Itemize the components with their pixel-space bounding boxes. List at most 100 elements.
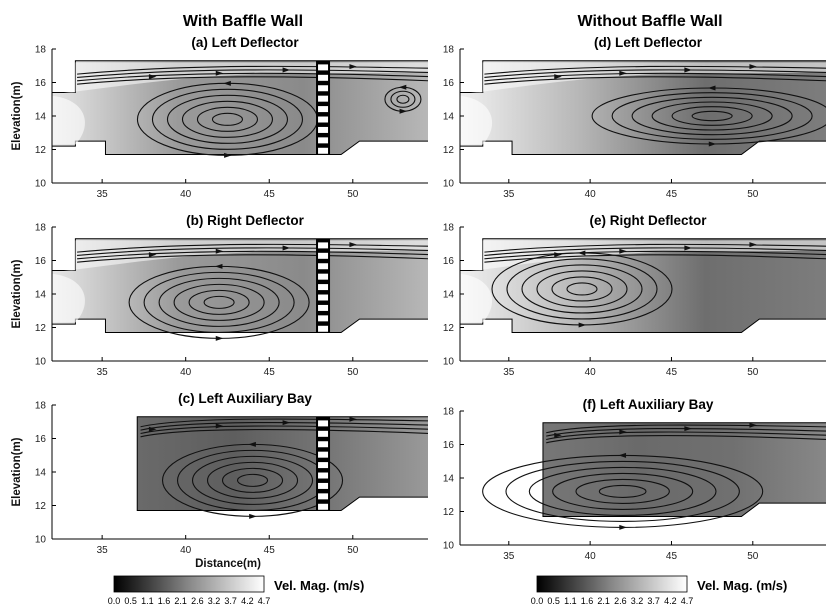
streamline bbox=[77, 247, 428, 257]
eddy-streamline bbox=[521, 264, 643, 314]
baffle-block bbox=[318, 482, 329, 489]
streamline bbox=[140, 421, 428, 431]
eddy-streamline bbox=[651, 101, 773, 131]
streamline bbox=[546, 431, 826, 441]
x-tick-label: 40 bbox=[180, 189, 192, 200]
inlet-band bbox=[460, 273, 493, 323]
streamline-arrows bbox=[148, 242, 357, 341]
streamline-arrow bbox=[708, 141, 717, 147]
colorbar-right: Vel. Mag. (m/s) 0.0 0.5 1.1 1.6 2.1 2.6 3.2 3.7… bbox=[531, 575, 787, 606]
streamline-arrow bbox=[684, 67, 692, 73]
streamline-arrow bbox=[214, 263, 223, 269]
eddy-streamline bbox=[396, 94, 410, 104]
streamline-arrow bbox=[282, 420, 291, 426]
baffle-block bbox=[318, 273, 329, 280]
x-tick-label: 35 bbox=[97, 367, 109, 378]
colorbar-title: Vel. Mag. (m/s) bbox=[697, 578, 787, 593]
x-tick-label: 50 bbox=[347, 545, 359, 556]
eddy-streamline bbox=[566, 282, 598, 296]
x-tick-label: 40 bbox=[180, 545, 192, 556]
colorbar-tick-label: 4.2 bbox=[664, 596, 677, 606]
x-tick-label: 45 bbox=[264, 545, 276, 556]
x-tick-label: 35 bbox=[503, 367, 515, 378]
streamline-arrow bbox=[554, 74, 562, 80]
x-tick-label: 40 bbox=[585, 551, 597, 562]
streamline bbox=[77, 254, 428, 263]
eddy-streamline bbox=[506, 258, 658, 320]
x-tick-label: 35 bbox=[503, 551, 515, 562]
baffle-block bbox=[318, 493, 329, 500]
streamline-arrow bbox=[684, 245, 692, 251]
eddy-streamline bbox=[236, 473, 269, 487]
baffle-block bbox=[318, 304, 329, 311]
colorbar-tick-label: 1.1 bbox=[141, 596, 154, 606]
inlet-band bbox=[52, 95, 85, 145]
streamline bbox=[140, 418, 428, 428]
x-tick-label: 45 bbox=[666, 189, 678, 200]
streamline-arrow bbox=[749, 242, 757, 248]
y-tick-label: 18 bbox=[443, 223, 455, 234]
baffle-block bbox=[318, 420, 329, 427]
colorbar-tick-label: 4.7 bbox=[681, 596, 694, 606]
baffle-block bbox=[318, 85, 329, 92]
baffle-block bbox=[318, 472, 329, 479]
y-tick-label: 12 bbox=[35, 323, 47, 334]
eddy-streamline bbox=[206, 461, 299, 499]
streamline-arrow bbox=[707, 85, 716, 91]
eddy-streamline bbox=[575, 478, 670, 504]
streamline-arrow bbox=[148, 74, 157, 80]
colorbar-tick-label: 1.6 bbox=[158, 596, 171, 606]
streamline-arrow bbox=[684, 426, 692, 432]
axes: 10 12 14 16 18 35 40 45 50 bbox=[443, 223, 826, 378]
flow-domain bbox=[136, 416, 428, 512]
colorbar-tick-label: 1.6 bbox=[581, 596, 594, 606]
streamline-arrow bbox=[749, 422, 757, 428]
chart-panel-1: (b) Right Deflector 10 12 14 16 18 35 40 45 50 Ele… bbox=[11, 213, 428, 378]
streamline-arrow bbox=[577, 250, 586, 256]
x-axis-label: Distance(m) bbox=[195, 558, 261, 570]
streamline bbox=[484, 247, 826, 257]
eddy-streamline bbox=[221, 467, 284, 493]
x-tick-label: 45 bbox=[264, 189, 276, 200]
baffle-wall bbox=[316, 60, 331, 155]
baffle-wall bbox=[316, 238, 331, 333]
streamline-arrows bbox=[554, 422, 757, 530]
streamline-arrow bbox=[349, 64, 357, 70]
eddy-streamline bbox=[390, 90, 416, 108]
colorbar-tick-label: 2.1 bbox=[174, 596, 187, 606]
x-tick-label: 40 bbox=[585, 367, 597, 378]
colorbar-tick-label: 0.5 bbox=[547, 596, 560, 606]
y-tick-label: 10 bbox=[35, 535, 47, 546]
streamline-arrows bbox=[148, 64, 408, 158]
eddy-streamline bbox=[536, 270, 628, 308]
x-tick-label: 50 bbox=[747, 189, 759, 200]
x-tick-label: 45 bbox=[264, 367, 276, 378]
baffle-block bbox=[318, 294, 329, 301]
streamline-arrow bbox=[619, 70, 627, 76]
colorbar-tick-label: 1.1 bbox=[564, 596, 577, 606]
streamline-arrow bbox=[148, 426, 157, 432]
baffle-block bbox=[318, 252, 329, 259]
streamlines bbox=[484, 243, 826, 326]
streamline-arrow bbox=[619, 429, 627, 435]
colorbar-tick-label: 0.0 bbox=[108, 596, 121, 606]
x-tick-label: 45 bbox=[666, 551, 678, 562]
streamline-arrows bbox=[554, 64, 757, 147]
streamline bbox=[484, 72, 826, 82]
chart-panel-4: (e) Right Deflector 10 12 14 16 18 35 40 45 50 bbox=[443, 213, 826, 378]
axes: 10 12 14 16 18 35 40 45 50 Elevation(m) bbox=[11, 223, 428, 378]
colorbar-tick-label: 3.2 bbox=[631, 596, 644, 606]
column-title-left: With Baffle Wall bbox=[183, 13, 303, 30]
baffle-block bbox=[318, 284, 329, 291]
streamline bbox=[77, 76, 428, 85]
colorbar-tick-label: 2.1 bbox=[597, 596, 610, 606]
eddy-streamline bbox=[505, 460, 740, 522]
eddy-streamline bbox=[158, 277, 280, 327]
axes: 10 12 14 16 18 35 40 45 50 Elevation(m) Distance(m… bbox=[11, 401, 428, 570]
x-tick-label: 50 bbox=[747, 367, 759, 378]
streamline-arrow bbox=[215, 248, 224, 254]
streamline bbox=[484, 250, 826, 260]
streamline bbox=[546, 434, 826, 444]
streamline-arrow bbox=[282, 67, 291, 73]
y-tick-label: 10 bbox=[443, 541, 455, 552]
